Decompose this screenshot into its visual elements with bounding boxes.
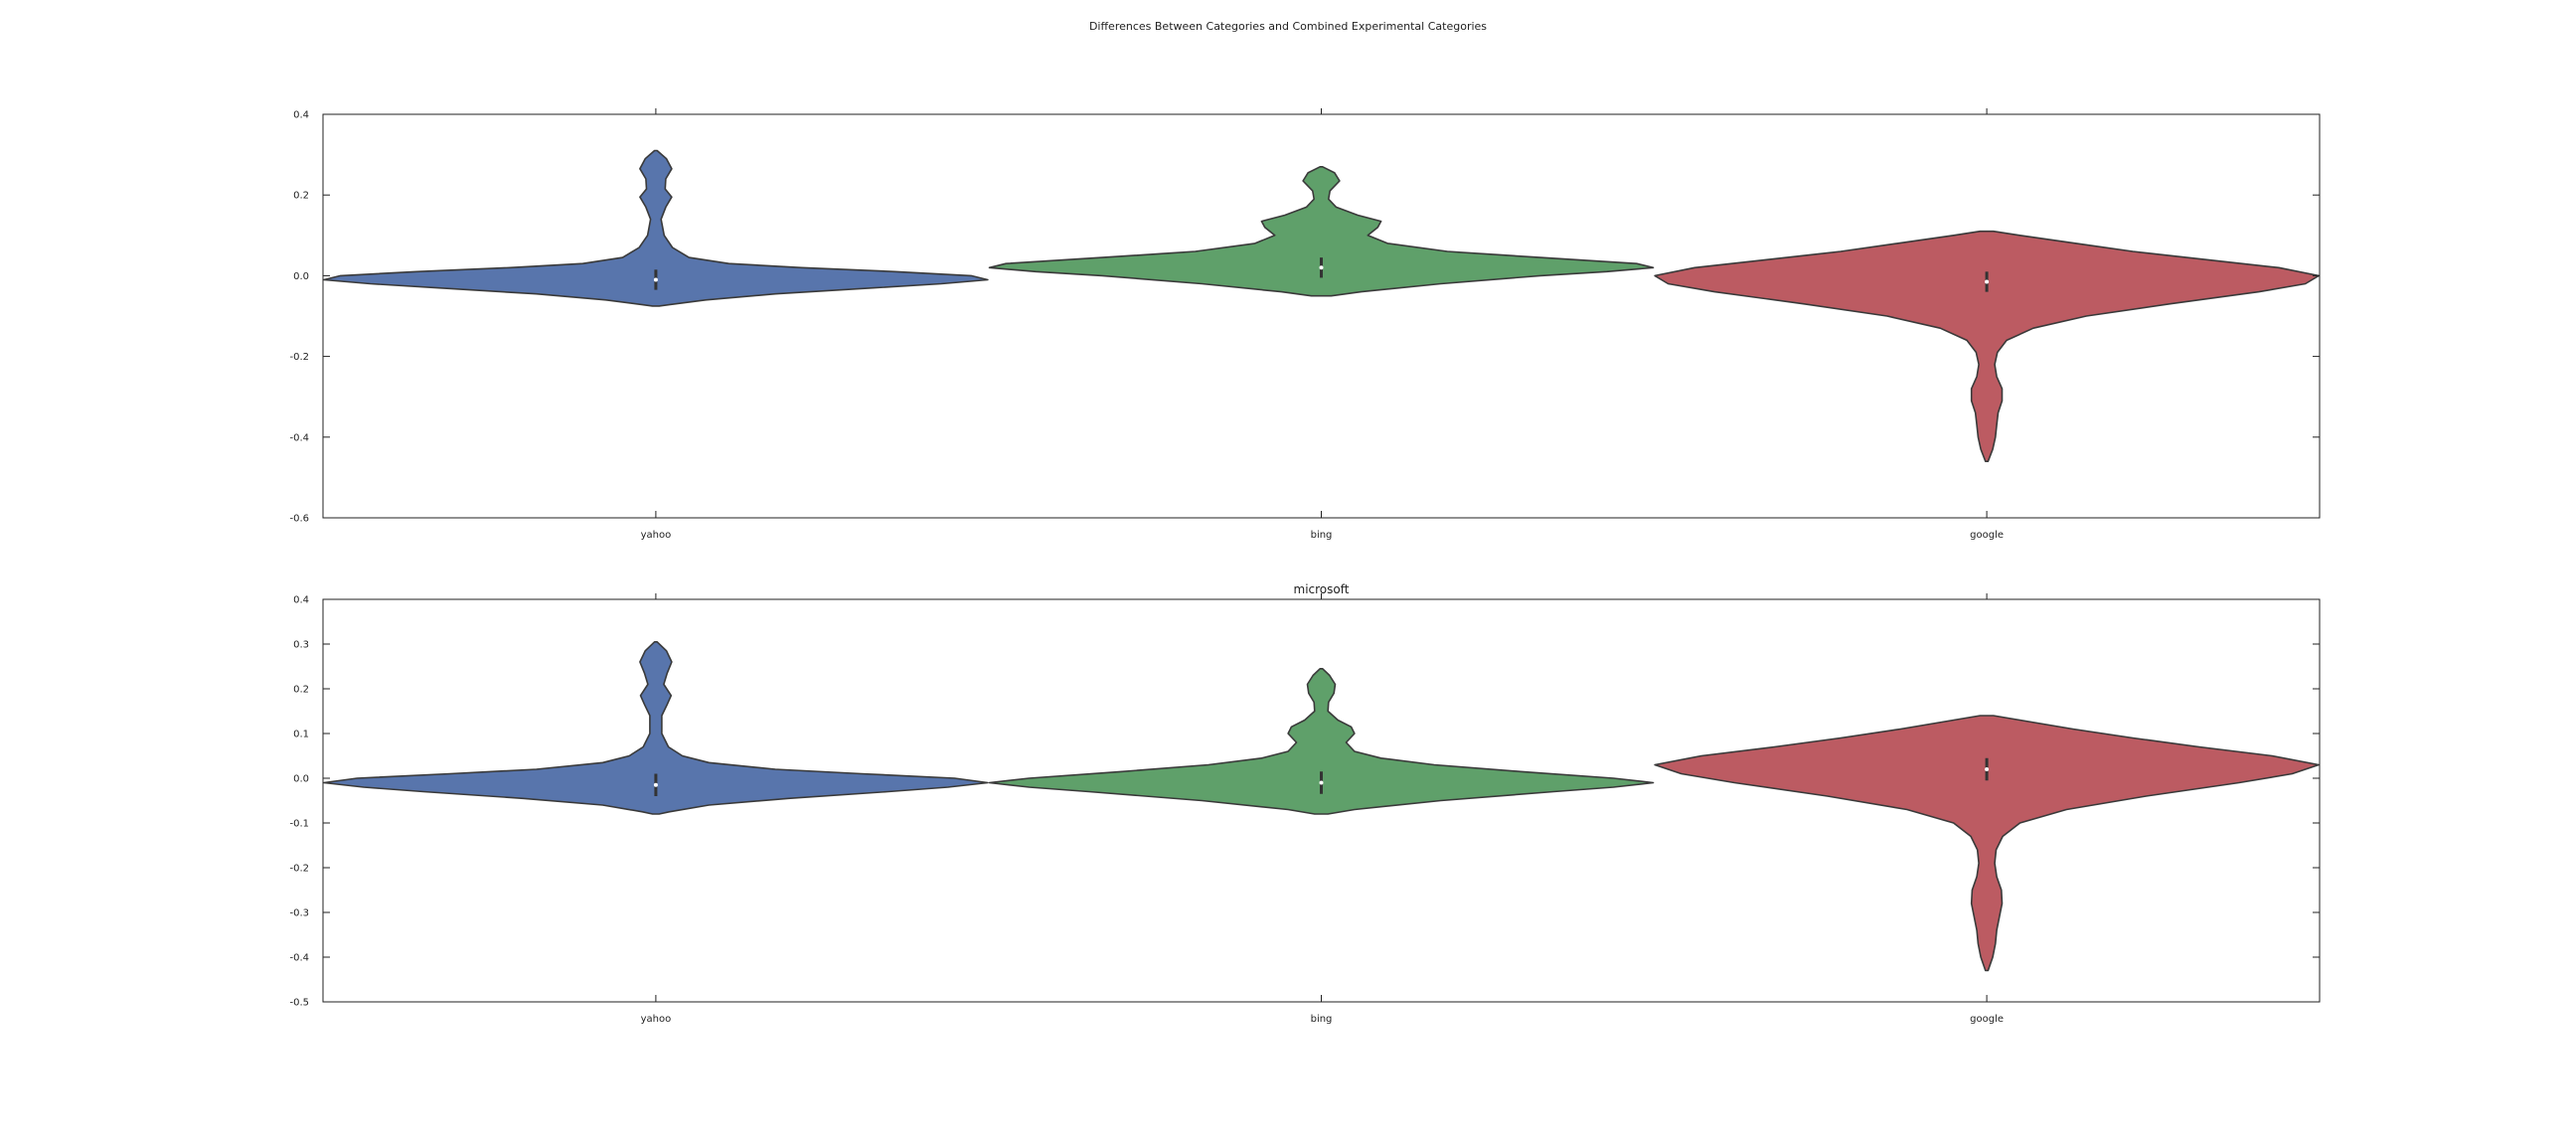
y-tick-label: -0.5 (289, 998, 309, 1009)
median-marker-yahoo (653, 277, 658, 282)
violin-panel-2: microsoft 0.4 0.3 0.2 0.1 0.0 -0.1 -0.2 -0.3 -0.4… (289, 582, 2321, 1025)
median-marker-google (1985, 767, 1990, 771)
violin-google (1654, 230, 2320, 462)
x-tick-label-google: google (1970, 1014, 2004, 1025)
median-marker-bing (1319, 780, 1324, 785)
subplot-title: microsoft (1294, 582, 1350, 596)
y-tick-label: 0.1 (293, 730, 309, 740)
y-tick-label: -0.6 (289, 514, 309, 525)
median-marker-yahoo (653, 782, 658, 787)
x-tick-label-yahoo: yahoo (641, 1014, 672, 1025)
y-tick-label: 0.3 (293, 640, 309, 651)
y-tick-label: -0.2 (289, 352, 309, 363)
violin-panel-1: 0.4 0.2 0.0 -0.2 -0.4 -0.6 yahoo bing google (289, 108, 2321, 541)
x-tick-label-yahoo: yahoo (641, 530, 672, 541)
violin-bing (988, 166, 1655, 297)
x-tick-label-bing: bing (1311, 530, 1333, 541)
figure-title: Differences Between Categories and Combi… (1089, 20, 1487, 33)
y-tick-label: -0.4 (289, 953, 309, 964)
y-tick-label: -0.3 (289, 908, 309, 919)
x-tick-label-google: google (1970, 530, 2004, 541)
violin-yahoo (323, 641, 989, 815)
y-tick-label: 0.4 (293, 110, 309, 121)
median-marker-google (1985, 279, 1990, 284)
median-marker-bing (1319, 265, 1324, 270)
y-tick-label: 0.0 (293, 774, 309, 785)
violin-bing (988, 668, 1655, 815)
y-tick-label: 0.0 (293, 271, 309, 282)
y-tick-label: -0.1 (289, 819, 309, 830)
y-tick-label: -0.2 (289, 864, 309, 875)
y-tick-label: 0.4 (293, 595, 309, 606)
y-tick-label: 0.2 (293, 191, 309, 202)
violin-google (1654, 715, 2320, 972)
violin-yahoo (323, 149, 989, 307)
x-tick-label-bing: bing (1311, 1014, 1333, 1025)
y-tick-label: -0.4 (289, 432, 309, 443)
y-tick-label: 0.2 (293, 685, 309, 696)
